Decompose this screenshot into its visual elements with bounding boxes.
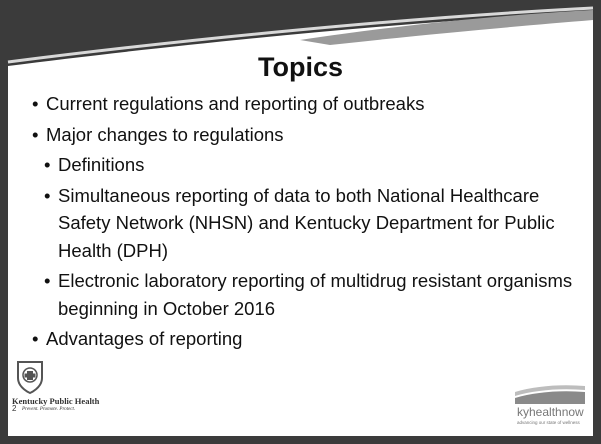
right-logo-text: kyhealthnow [517,405,584,419]
left-logo-tagline: Prevent. Promote. Protect. [22,407,76,412]
kph-logo-shield [17,361,43,395]
swoosh-stripe [300,10,593,45]
bullet: Advantages of reporting [30,325,585,353]
sub-bullet: Definitions [30,151,585,179]
kyhealthnow-logo [515,385,585,404]
bullet-list: Current regulations and reporting of out… [30,90,585,356]
page-number: 2 [12,404,17,413]
left-logo-text: Kentucky Public Health [12,396,100,406]
bullet: Current regulations and reporting of out… [30,90,585,118]
sub-bullet: Electronic laboratory reporting of multi… [30,267,585,322]
sub-bullet: Simultaneous reporting of data to both N… [30,182,585,265]
swoosh [7,6,594,64]
bullet: Major changes to regulations [30,121,585,149]
slide-title: Topics [257,52,343,82]
right-logo-tagline: advancing our state of wellness [517,420,580,425]
